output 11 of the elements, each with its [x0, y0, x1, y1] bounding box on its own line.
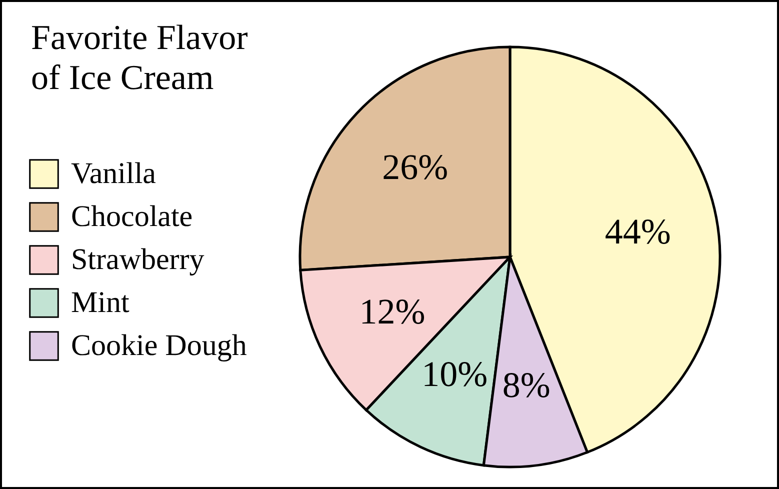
legend-label: Mint: [71, 286, 130, 319]
data-label: 44%: [604, 212, 671, 252]
data-label: 10%: [422, 354, 488, 394]
legend-label: Chocolate: [71, 200, 193, 233]
legend-label: Vanilla: [71, 157, 156, 190]
data-label: 26%: [382, 146, 448, 187]
chart-title: Favorite Flavor of Ice Cream: [31, 18, 248, 97]
legend-label: Cookie Dough: [71, 329, 247, 362]
legend-label: Strawberry: [71, 243, 204, 276]
data-label: 12%: [359, 291, 426, 332]
data-label: 8%: [502, 365, 550, 406]
